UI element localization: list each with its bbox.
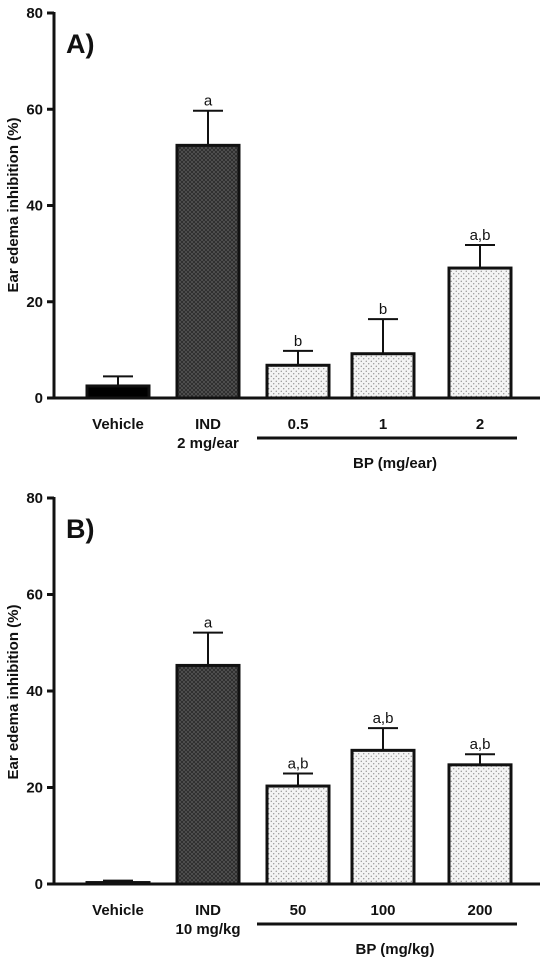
- y-tick-label: 60: [26, 587, 43, 604]
- bar-200: [447, 763, 513, 886]
- bar-2: [447, 266, 513, 400]
- y-axis-label: Ear edema inhibition (%): [5, 604, 22, 779]
- significance-label: a: [204, 615, 213, 632]
- panel-label: B): [66, 514, 95, 544]
- y-axis-label: Ear edema inhibition (%): [5, 117, 22, 292]
- significance-label: b: [379, 301, 387, 318]
- x-category-label: Vehicle: [92, 902, 144, 919]
- bar-100: [350, 748, 416, 886]
- y-tick-label: 20: [26, 780, 43, 797]
- significance-label: a: [204, 93, 213, 110]
- y-tick-label: 20: [26, 294, 43, 311]
- group-label: BP (mg/ear): [353, 455, 437, 472]
- y-tick-label: 0: [35, 876, 43, 893]
- bar-1: [350, 352, 416, 400]
- group-label: BP (mg/kg): [356, 941, 435, 958]
- bar-0-5: [265, 363, 331, 400]
- x-category-label: 100: [370, 902, 395, 919]
- x-category-label: Vehicle: [92, 416, 144, 433]
- x-category-label: 50: [290, 902, 307, 919]
- significance-label: b: [294, 333, 302, 350]
- y-tick-label: 40: [26, 198, 43, 215]
- y-tick-label: 80: [26, 5, 43, 22]
- y-tick-label: 0: [35, 390, 43, 407]
- y-tick-label: 80: [26, 490, 43, 507]
- x-category-sublabel: 10 mg/kg: [175, 921, 240, 938]
- significance-label: a,b: [373, 710, 394, 727]
- x-category-label: 1: [379, 416, 387, 433]
- significance-label: a,b: [288, 756, 309, 773]
- bar-ind: [175, 143, 241, 400]
- x-category-label: 2: [476, 416, 484, 433]
- y-tick-label: 40: [26, 683, 43, 700]
- panel-label: A): [66, 29, 95, 59]
- bar-vehicle: [85, 881, 151, 886]
- x-category-label: 0.5: [288, 416, 309, 433]
- chart-panel-a: 0 20 40 60 80 Ear edema inhibition (%) A) Vehic…: [5, 5, 540, 472]
- x-category-label: IND: [195, 416, 221, 433]
- bar-50: [265, 784, 331, 886]
- significance-label: a,b: [470, 227, 491, 244]
- y-tick-label: 60: [26, 101, 43, 118]
- bar-ind: [175, 663, 241, 886]
- x-category-label: 200: [467, 902, 492, 919]
- chart-panel-b: 0 20 40 60 80 Ear edema inhibition (%) B) Vehic…: [5, 490, 540, 958]
- x-category-sublabel: 2 mg/ear: [177, 435, 239, 452]
- significance-label: a,b: [470, 736, 491, 753]
- x-category-label: IND: [195, 902, 221, 919]
- bar-vehicle: [85, 384, 151, 400]
